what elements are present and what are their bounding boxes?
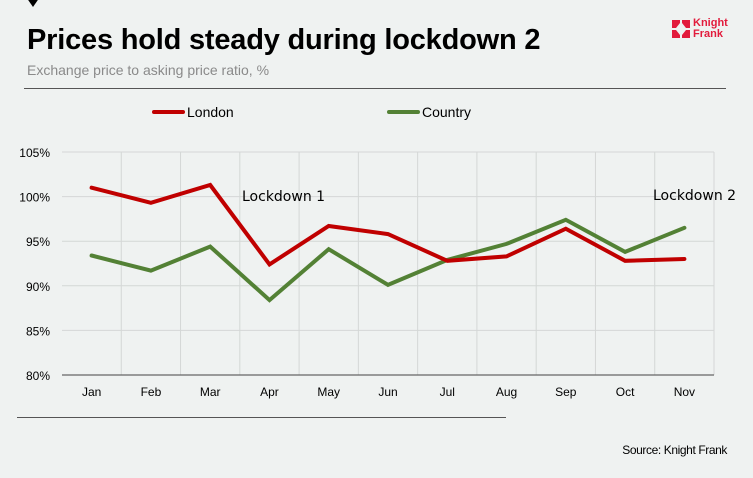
x-tick-label: Mar bbox=[200, 385, 221, 399]
x-tick-label: Feb bbox=[141, 385, 162, 399]
x-tick-label: Sep bbox=[555, 385, 577, 399]
top-divider bbox=[24, 88, 726, 89]
corner-marker-icon bbox=[24, 0, 42, 7]
source-note: Source: Knight Frank bbox=[622, 443, 727, 457]
legend-item-country: Country bbox=[387, 104, 471, 120]
x-tick-label: Aug bbox=[496, 385, 517, 399]
annotation-label: Lockdown 2 bbox=[653, 188, 736, 204]
x-tick-label: Jan bbox=[82, 385, 101, 399]
grid-lines bbox=[62, 151, 715, 375]
knight-frank-logo-icon bbox=[672, 20, 690, 38]
x-tick-label: May bbox=[317, 385, 340, 399]
bottom-divider bbox=[17, 417, 506, 418]
x-tick-label: Oct bbox=[616, 385, 635, 399]
legend-label-london: London bbox=[187, 104, 234, 120]
annotation-label: Lockdown 1 bbox=[242, 189, 325, 205]
x-tick-label: Jul bbox=[440, 385, 455, 399]
logo-text-line2: Frank bbox=[693, 28, 723, 40]
x-tick-label: Nov bbox=[674, 385, 695, 399]
chart-subtitle: Exchange price to asking price ratio, % bbox=[27, 62, 270, 78]
legend-swatch-country bbox=[387, 110, 420, 114]
series-lines bbox=[89, 182, 687, 303]
y-tick-label: 90% bbox=[26, 280, 50, 294]
y-tick-label: 105% bbox=[19, 146, 50, 160]
legend-item-london: London bbox=[152, 104, 234, 120]
y-tick-label: 100% bbox=[19, 191, 50, 205]
x-tick-label: Jun bbox=[378, 385, 397, 399]
logo-text-line1: Knight bbox=[693, 17, 728, 29]
y-tick-label: 95% bbox=[26, 235, 50, 249]
x-tick-label: Apr bbox=[260, 385, 279, 399]
legend-label-country: Country bbox=[422, 104, 472, 120]
y-axis: 80% 85% 90% 95% 100% 105% bbox=[19, 146, 50, 383]
knight-frank-logo: Knight Frank bbox=[672, 18, 728, 40]
y-tick-label: 80% bbox=[26, 369, 50, 383]
legend-swatch-london bbox=[152, 110, 185, 114]
y-tick-label: 85% bbox=[26, 324, 50, 338]
x-axis: Jan Feb Mar Apr May Jun Jul Aug Sep Oct Nov bbox=[62, 374, 714, 399]
annotations: Lockdown 1 Lockdown 2 bbox=[242, 188, 736, 205]
chart-title: Prices hold steady during lockdown 2 bbox=[27, 24, 541, 56]
